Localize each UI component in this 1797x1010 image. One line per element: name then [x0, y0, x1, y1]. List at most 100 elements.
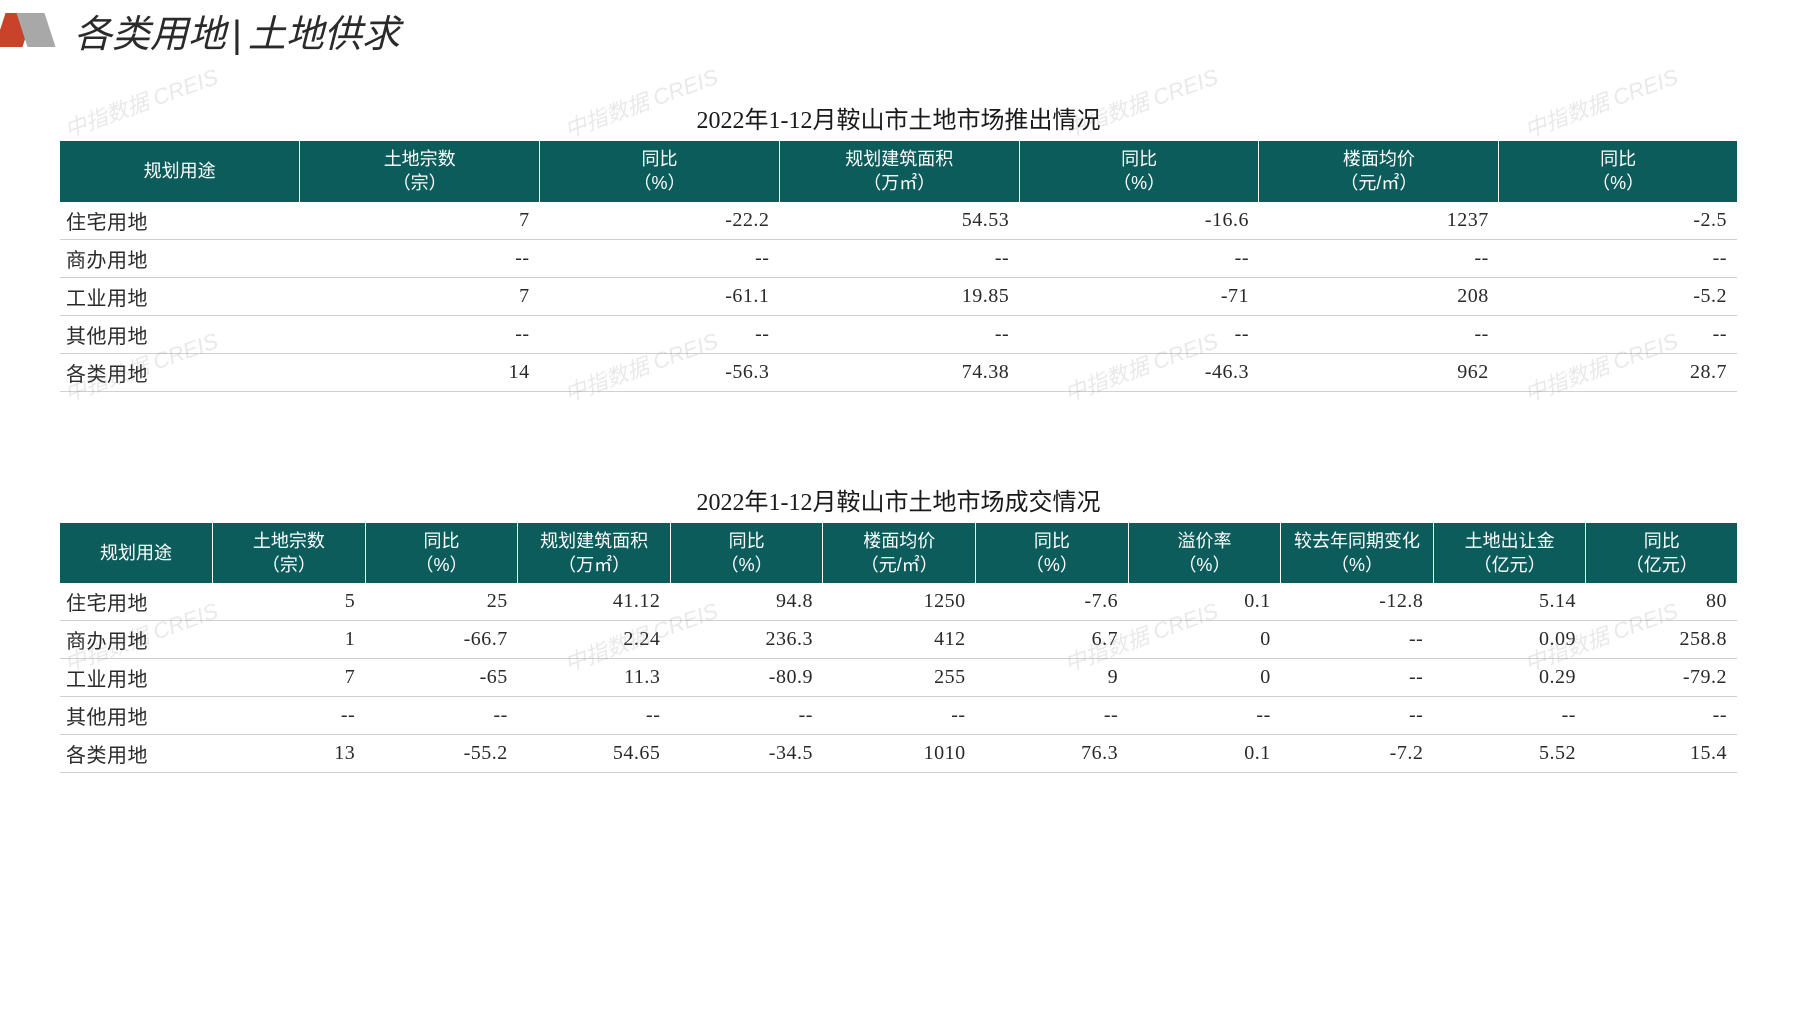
table2-cell: -66.7 — [365, 621, 518, 659]
table2-row: 其他用地-------------------- — [60, 697, 1737, 735]
table1-cell: -- — [540, 239, 780, 277]
table2-col-9: 土地出让金（亿元） — [1433, 523, 1586, 584]
table2-col-4: 同比（%） — [670, 523, 823, 584]
table2-body: 住宅用地52541.1294.81250-7.60.1-12.85.1480商办… — [60, 583, 1737, 773]
table1-cell: 28.7 — [1499, 353, 1737, 391]
table2-cell: -7.2 — [1281, 735, 1434, 773]
table2-col-8: 较去年同期变化（%） — [1281, 523, 1434, 584]
table2-cell: -- — [1128, 697, 1281, 735]
table1-cell: -- — [779, 239, 1019, 277]
table2-cell: 15.4 — [1586, 735, 1737, 773]
table1-cell: -- — [779, 315, 1019, 353]
table1-cell: 商办用地 — [60, 239, 300, 277]
table2-row: 工业用地7-6511.3-80.925590--0.29-79.2 — [60, 659, 1737, 697]
table2-col-5: 楼面均价（元/㎡） — [823, 523, 976, 584]
page-root: 各类用地|土地供求 2022年1-12月鞍山市土地市场推出情况 规划用途土地宗数… — [0, 0, 1797, 1010]
table1-cell: 1237 — [1259, 202, 1499, 240]
table2-col-3: 规划建筑面积（万㎡） — [518, 523, 671, 584]
table2-cell: 0 — [1128, 659, 1281, 697]
table2-cell: 54.65 — [518, 735, 671, 773]
table2-cell: -- — [670, 697, 823, 735]
table2-cell: 258.8 — [1586, 621, 1737, 659]
table1-cell: -16.6 — [1019, 202, 1259, 240]
table1-cell: 其他用地 — [60, 315, 300, 353]
table1-cell: -- — [300, 239, 540, 277]
table2-cell: 0.1 — [1128, 583, 1281, 621]
table2-cell: 11.3 — [518, 659, 671, 697]
table2-cell: 41.12 — [518, 583, 671, 621]
table1-cell: 各类用地 — [60, 353, 300, 391]
table2-col-1: 土地宗数（宗） — [213, 523, 366, 584]
title-separator: | — [232, 14, 242, 56]
table2-cell: 商办用地 — [60, 621, 213, 659]
table2-cell: -- — [1281, 621, 1434, 659]
table1-cell: -- — [1259, 239, 1499, 277]
table2-col-6: 同比（%） — [976, 523, 1129, 584]
table2-col-7: 溢价率（%） — [1128, 523, 1281, 584]
table1-cell: -22.2 — [540, 202, 780, 240]
table1-col-6: 同比（%） — [1499, 141, 1737, 202]
table1-cell: -- — [1499, 315, 1737, 353]
table1-col-2: 同比（%） — [540, 141, 780, 202]
table1-cell: -5.2 — [1499, 277, 1737, 315]
table2-cell: 住宅用地 — [60, 583, 213, 621]
table2-cell: 0.1 — [1128, 735, 1281, 773]
table2-cell: -65 — [365, 659, 518, 697]
table2-cell: 94.8 — [670, 583, 823, 621]
table2: 规划用途土地宗数（宗）同比（%）规划建筑面积（万㎡）同比（%）楼面均价（元/㎡）… — [60, 523, 1737, 774]
table2-cell: -- — [518, 697, 671, 735]
content-area: 2022年1-12月鞍山市土地市场推出情况 规划用途土地宗数（宗）同比（%）规划… — [0, 60, 1797, 773]
table1-cell: 住宅用地 — [60, 202, 300, 240]
table2-row: 商办用地1-66.72.24236.34126.70--0.09258.8 — [60, 621, 1737, 659]
table2-cell: 5.52 — [1433, 735, 1586, 773]
table2-col-10: 同比（亿元） — [1586, 523, 1737, 584]
table2-cell: -79.2 — [1586, 659, 1737, 697]
table2-col-2: 同比（%） — [365, 523, 518, 584]
table1-cell: -- — [1019, 315, 1259, 353]
table1-head: 规划用途土地宗数（宗）同比（%）规划建筑面积（万㎡）同比（%）楼面均价（元/㎡）… — [60, 141, 1737, 202]
table1-cell: -56.3 — [540, 353, 780, 391]
table1-row: 商办用地------------ — [60, 239, 1737, 277]
table1-cell: 962 — [1259, 353, 1499, 391]
table2-cell: -- — [1281, 697, 1434, 735]
table1-cell: -2.5 — [1499, 202, 1737, 240]
table2-head: 规划用途土地宗数（宗）同比（%）规划建筑面积（万㎡）同比（%）楼面均价（元/㎡）… — [60, 523, 1737, 584]
table1-cell: 74.38 — [779, 353, 1019, 391]
page-title: 各类用地|土地供求 — [74, 3, 400, 58]
table2-cell: -80.9 — [670, 659, 823, 697]
table2-cell: 6.7 — [976, 621, 1129, 659]
table1-cell: -61.1 — [540, 277, 780, 315]
table2-cell: 255 — [823, 659, 976, 697]
table1-cell: 19.85 — [779, 277, 1019, 315]
table2-cell: 5 — [213, 583, 366, 621]
table1-col-5: 楼面均价（元/㎡） — [1259, 141, 1499, 202]
table2-row: 各类用地13-55.254.65-34.5101076.30.1-7.25.52… — [60, 735, 1737, 773]
table1-cell: -- — [1499, 239, 1737, 277]
table1-cell: 208 — [1259, 277, 1499, 315]
table2-cell: 9 — [976, 659, 1129, 697]
page-header: 各类用地|土地供求 — [0, 0, 1797, 60]
table1-block: 2022年1-12月鞍山市土地市场推出情况 规划用途土地宗数（宗）同比（%）规划… — [60, 100, 1737, 392]
table1-cell: 工业用地 — [60, 277, 300, 315]
table1-col-3: 规划建筑面积（万㎡） — [779, 141, 1019, 202]
table2-cell: 0 — [1128, 621, 1281, 659]
table2-cell: -- — [365, 697, 518, 735]
table2-cell: 1 — [213, 621, 366, 659]
table2-cell: 236.3 — [670, 621, 823, 659]
table1: 规划用途土地宗数（宗）同比（%）规划建筑面积（万㎡）同比（%）楼面均价（元/㎡）… — [60, 141, 1737, 392]
table2-cell: 25 — [365, 583, 518, 621]
table1-body: 住宅用地7-22.254.53-16.61237-2.5商办用地--------… — [60, 202, 1737, 392]
table1-cell: 7 — [300, 277, 540, 315]
table1-row: 住宅用地7-22.254.53-16.61237-2.5 — [60, 202, 1737, 240]
table2-cell: -- — [1586, 697, 1737, 735]
table2-cell: 13 — [213, 735, 366, 773]
table2-cell: 1010 — [823, 735, 976, 773]
table2-cell: 76.3 — [976, 735, 1129, 773]
table1-cell: 14 — [300, 353, 540, 391]
table2-cell: 工业用地 — [60, 659, 213, 697]
table2-cell: 5.14 — [1433, 583, 1586, 621]
table1-cell: -- — [1019, 239, 1259, 277]
table1-title: 2022年1-12月鞍山市土地市场推出情况 — [60, 100, 1737, 135]
table1-cell: -- — [540, 315, 780, 353]
table1-row: 各类用地14-56.374.38-46.396228.7 — [60, 353, 1737, 391]
